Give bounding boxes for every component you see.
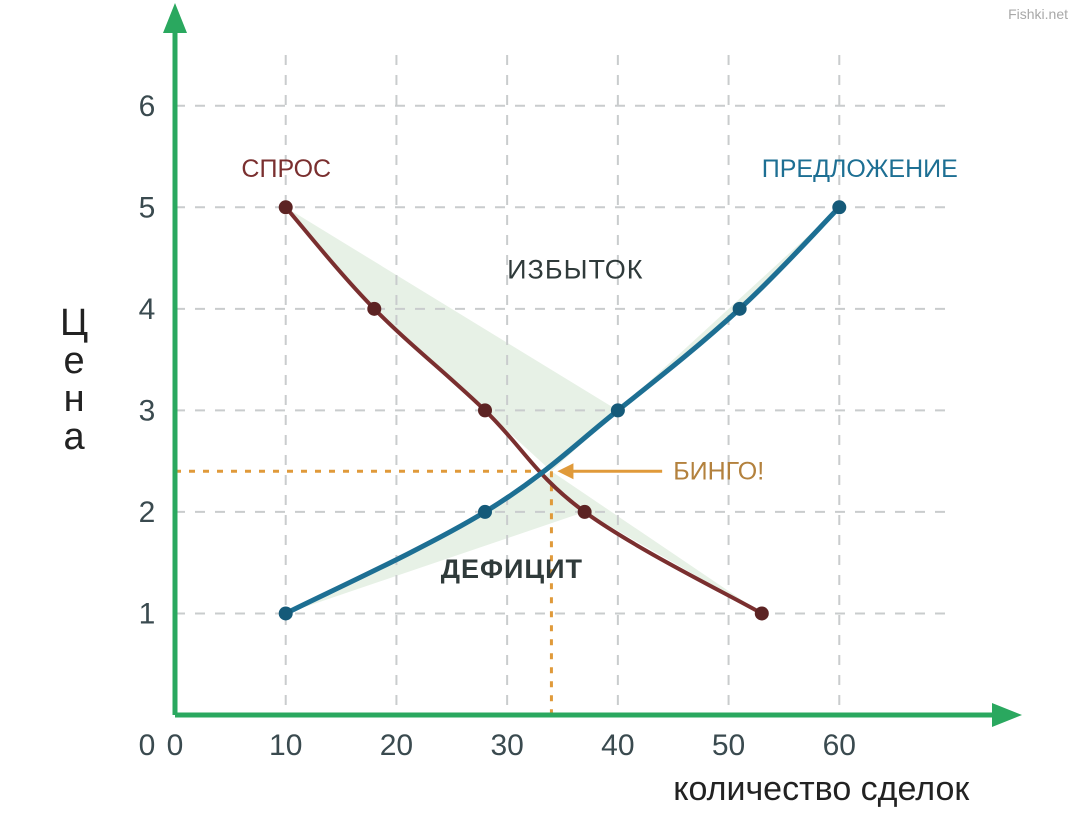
demand-point xyxy=(367,302,381,316)
demand-point xyxy=(478,403,492,417)
demand-point xyxy=(578,505,592,519)
demand-point xyxy=(279,200,293,214)
x-axis-label: количество сделок xyxy=(673,770,970,808)
y-tick-label: 4 xyxy=(139,293,156,326)
demand-point xyxy=(755,606,769,620)
supply-point xyxy=(733,302,747,316)
y-tick-label: 1 xyxy=(139,597,156,630)
bingo-label: БИНГО! xyxy=(673,457,764,485)
supply-point xyxy=(478,505,492,519)
supply-label: ПРЕДЛОЖЕНИЕ xyxy=(762,155,958,183)
x-tick-label: 20 xyxy=(380,729,413,762)
watermark: Fishki.net xyxy=(1008,6,1068,22)
x-tick-label: 10 xyxy=(269,729,302,762)
x-axis-arrowhead xyxy=(992,703,1022,727)
surplus-region xyxy=(286,207,840,471)
supply-demand-chart: 0 10 20 30 40 50 60 0 1 2 3 4 5 6 СПРОС ПРЕДЛОЖЕНИЕ ИЗБЫ… xyxy=(0,0,1080,827)
deficit-label: ДЕФИЦИТ xyxy=(441,554,583,584)
supply-point xyxy=(279,606,293,620)
y-tick-label: 5 xyxy=(139,191,156,224)
y-tick-label: 3 xyxy=(139,394,156,427)
demand-label: СПРОС xyxy=(241,155,331,183)
deficit-region xyxy=(286,471,762,613)
y-tick-label: 2 xyxy=(139,496,156,529)
y-tick-label: 6 xyxy=(139,90,156,123)
y-axis-arrowhead xyxy=(163,3,187,33)
x-tick-label: 60 xyxy=(823,729,856,762)
supply-point xyxy=(832,200,846,214)
x-tick-label: 50 xyxy=(712,729,745,762)
surplus-label: ИЗБЫТОК xyxy=(507,254,643,284)
supply-point xyxy=(611,403,625,417)
bingo-arrowhead xyxy=(557,463,573,479)
origin-label: 0 xyxy=(139,729,156,762)
x-tick-label: 30 xyxy=(490,729,523,762)
x-tick-label: 40 xyxy=(601,729,634,762)
y-axis-label: Цена xyxy=(60,278,88,481)
x-tick-label: 0 xyxy=(167,729,184,762)
